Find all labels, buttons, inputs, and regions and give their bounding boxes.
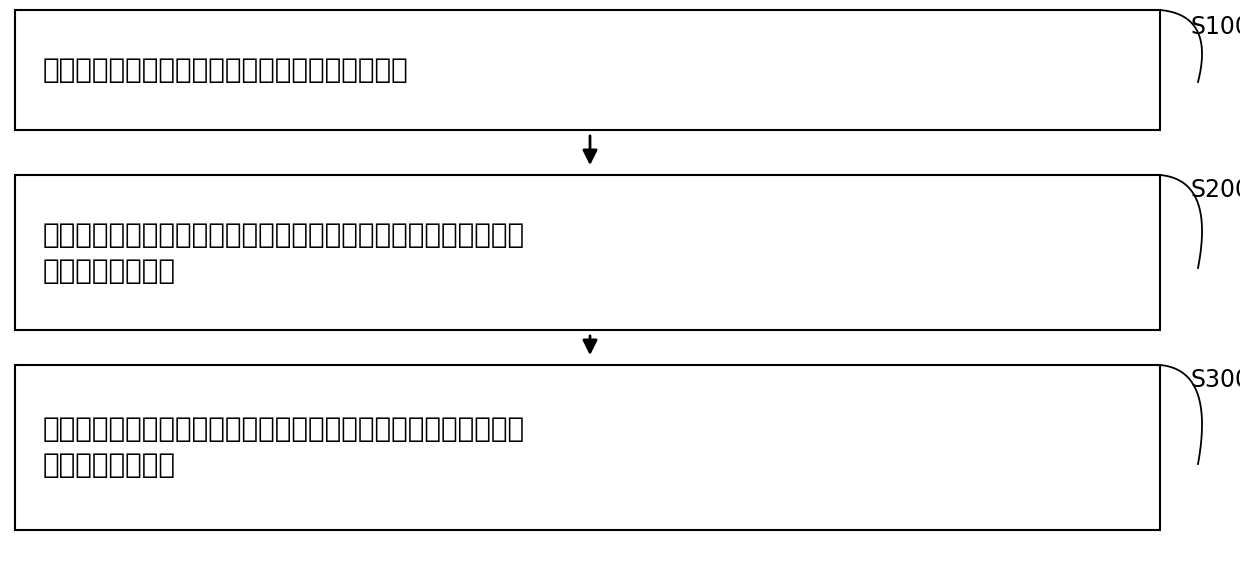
Text: 制器生成控制指令: 制器生成控制指令 bbox=[43, 451, 176, 479]
Bar bbox=[15, 175, 1159, 330]
Text: S200: S200 bbox=[1190, 178, 1240, 202]
Text: 在并网电流谐波跟踪误差的变化趋势满足第二条件时，利用多频控: 在并网电流谐波跟踪误差的变化趋势满足第二条件时，利用多频控 bbox=[43, 415, 525, 444]
Text: S300: S300 bbox=[1190, 368, 1240, 392]
Text: 在并网电流谐波跟踪误差的变化趋势满足第一条件时，利用滚环控: 在并网电流谐波跟踪误差的变化趋势满足第一条件时，利用滚环控 bbox=[43, 220, 525, 248]
Bar bbox=[15, 10, 1159, 130]
Text: S100: S100 bbox=[1190, 15, 1240, 39]
Text: 制器生成控制指令: 制器生成控制指令 bbox=[43, 257, 176, 284]
Text: 确定实时并网电流谐波及实时电流谐波跟踪误差；: 确定实时并网电流谐波及实时电流谐波跟踪误差； bbox=[43, 56, 409, 84]
Bar bbox=[15, 365, 1159, 530]
